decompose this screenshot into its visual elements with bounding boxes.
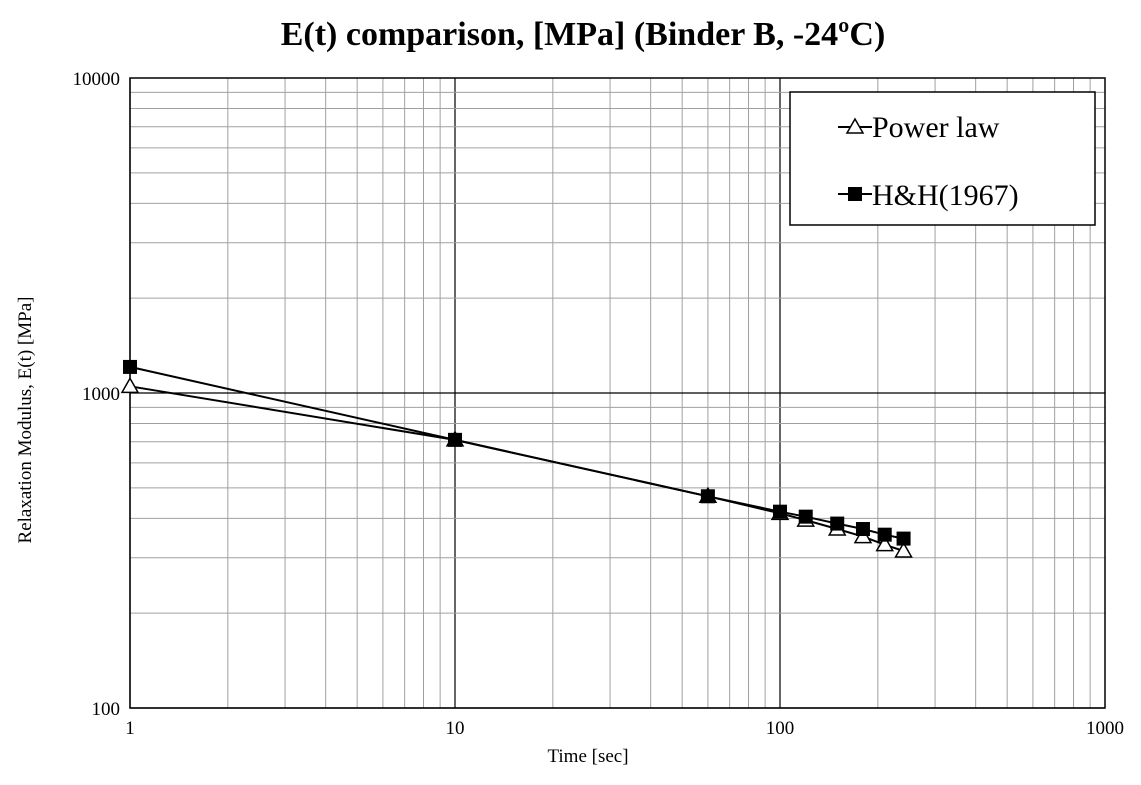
chart-title: E(t) comparison, [MPa] (Binder B, -24ºC)	[281, 16, 886, 53]
legend-label-power-law: Power law	[872, 111, 1000, 144]
data-point-h-h-1967	[123, 359, 137, 374]
series-line-power-law	[129, 385, 904, 552]
y-axis-label: Relaxation Modulus, E(t) [MPa]	[15, 297, 36, 544]
legend-marker-hh1967	[848, 187, 862, 201]
data-point-h-h-1967	[896, 531, 911, 546]
data-point-h-h-1967	[773, 504, 787, 519]
series-group	[120, 359, 913, 558]
y-tick-label: 10000	[73, 69, 121, 90]
data-point-power-law	[120, 376, 140, 394]
data-point-h-h-1967	[830, 516, 845, 531]
data-point-power-law	[875, 535, 895, 552]
x-tick-label: 10	[446, 718, 465, 739]
y-tick-label: 1000	[82, 384, 120, 405]
data-point-power-law	[894, 541, 913, 558]
x-tick-label: 1	[125, 718, 135, 739]
legend-marker-power-law	[845, 117, 865, 134]
legend-box	[789, 91, 1096, 226]
data-point-h-h-1967	[700, 489, 715, 504]
data-point-h-h-1967	[877, 527, 892, 542]
data-point-h-h-1967	[855, 522, 870, 537]
x-axis-label: Time [sec]	[547, 746, 628, 767]
x-tick-label: 100	[766, 718, 795, 739]
tick-labels: 1 10 100 1000 100 1000 10000	[73, 69, 1125, 739]
legend: Power law H&H(1967)	[789, 91, 1096, 226]
y-tick-label: 100	[92, 699, 121, 720]
data-point-h-h-1967	[448, 432, 462, 447]
x-tick-label: 1000	[1086, 718, 1124, 739]
data-point-h-h-1967	[798, 509, 813, 524]
legend-label-hh1967: H&H(1967)	[872, 179, 1019, 212]
